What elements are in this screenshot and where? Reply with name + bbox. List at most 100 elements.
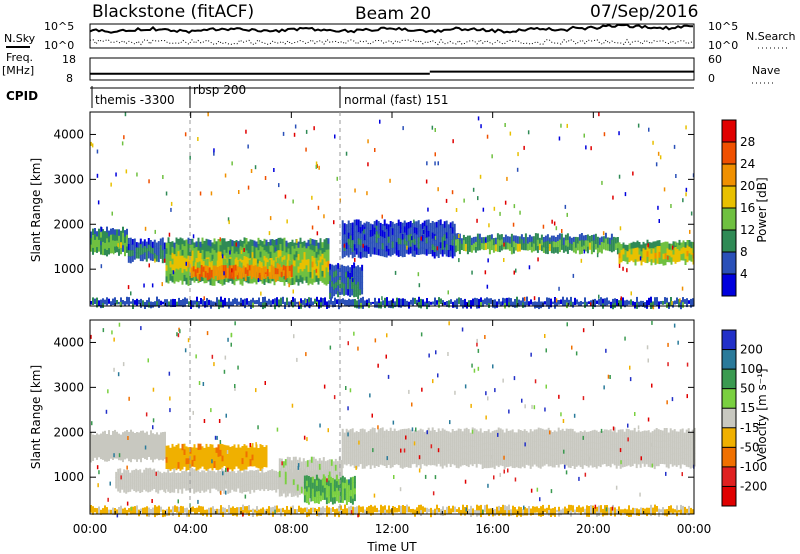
vel-cell <box>621 441 624 449</box>
vel-cell <box>469 432 472 440</box>
power-cell <box>492 238 495 246</box>
vel-cell <box>595 455 598 463</box>
vel-cell <box>456 509 458 512</box>
vel-cell <box>125 475 128 483</box>
vel-cell <box>443 441 446 448</box>
vel-cell <box>641 444 644 451</box>
vel-cell <box>508 510 510 517</box>
vel-cell <box>171 443 174 451</box>
vel-scatter-cell <box>234 384 236 388</box>
power-cell <box>680 248 683 255</box>
vel-cell <box>509 454 512 461</box>
vel-cell <box>639 437 642 445</box>
power-cell <box>321 276 324 283</box>
power-cell <box>397 238 400 245</box>
power-cell <box>528 301 530 307</box>
power-scatter-cell <box>184 132 187 137</box>
power-cell <box>538 243 541 251</box>
vel-cell <box>249 487 252 494</box>
radar-title: Blackstone (fitACF) <box>92 2 254 22</box>
power-cell <box>378 298 380 304</box>
vel-cell <box>154 452 156 460</box>
vel-cell <box>357 443 360 450</box>
vel-cell <box>597 443 600 450</box>
vel-cell <box>445 454 448 462</box>
vel-cell <box>389 439 392 446</box>
power-cell <box>162 301 164 305</box>
power-cell <box>305 242 308 249</box>
power-cell <box>228 271 231 279</box>
nsearch-label: N.Search <box>746 30 796 43</box>
power-cell <box>349 278 352 286</box>
power-cell <box>200 259 203 266</box>
vel-cell <box>504 505 506 511</box>
vel-cell <box>415 430 418 438</box>
vel-cell <box>278 464 281 472</box>
power-cell <box>198 301 200 309</box>
power-cell <box>222 271 225 280</box>
vel-cell <box>581 462 584 469</box>
vel-cell <box>300 461 303 469</box>
power-cell <box>494 299 496 309</box>
power-cell <box>215 252 218 259</box>
vel-scatter-cell <box>118 322 121 327</box>
vel-cell <box>261 456 264 463</box>
vel-cell <box>353 494 356 502</box>
power-scatter-cell <box>127 285 130 290</box>
power-cell <box>678 255 681 262</box>
power-cell <box>377 226 380 233</box>
vel-cell <box>351 452 354 460</box>
power-scatter-cell <box>477 196 479 201</box>
power-cell <box>124 230 126 237</box>
vel-cell <box>629 460 632 467</box>
vel-cell <box>507 448 510 456</box>
velocity-ylabel: Slant Range [km] <box>29 365 43 469</box>
power-cell <box>355 272 358 279</box>
vel-cell <box>259 457 262 465</box>
vel-cell <box>513 455 516 463</box>
power-cell <box>317 266 320 273</box>
vel-scatter-cell <box>629 377 632 382</box>
vel-cell <box>284 478 287 485</box>
power-cell <box>371 242 374 249</box>
vel-scatter-cell <box>571 345 573 350</box>
power-cell <box>169 261 172 268</box>
power-cell <box>305 248 308 255</box>
vel-cell <box>223 487 226 494</box>
power-cell <box>143 245 146 253</box>
power-cell <box>357 238 360 246</box>
power-scatter-cell <box>278 183 280 188</box>
vel-cell <box>525 453 528 460</box>
power-cell <box>349 273 352 280</box>
power-cell <box>668 255 671 263</box>
power-scatter-cell <box>685 192 687 197</box>
power-cell <box>195 258 198 265</box>
vel-cell <box>168 506 170 516</box>
power-cell <box>602 298 604 304</box>
power-scatter-cell <box>123 135 125 140</box>
vel-cell <box>298 457 301 465</box>
vel-cell <box>140 430 142 438</box>
vel-cell <box>169 464 172 471</box>
power-cell <box>272 260 275 267</box>
power-scatter-cell <box>506 176 508 181</box>
vel-cell <box>209 456 212 463</box>
power-cell <box>112 240 114 248</box>
power-cell <box>674 247 677 253</box>
vel-cell <box>140 443 142 450</box>
vel-scatter-cell <box>369 393 371 398</box>
power-cell <box>227 241 230 248</box>
vel-cell <box>225 475 228 483</box>
vel-cell <box>387 458 390 465</box>
vel-cell <box>160 445 162 454</box>
vel-cell <box>163 471 166 479</box>
power-cell <box>484 243 487 250</box>
vel-cell <box>320 460 323 467</box>
vel-cell <box>543 447 546 454</box>
vel-cell <box>389 450 392 457</box>
vel-cell <box>633 433 636 441</box>
vel-cell <box>132 438 134 446</box>
power-cell <box>305 276 308 283</box>
vel-cell <box>441 456 444 463</box>
